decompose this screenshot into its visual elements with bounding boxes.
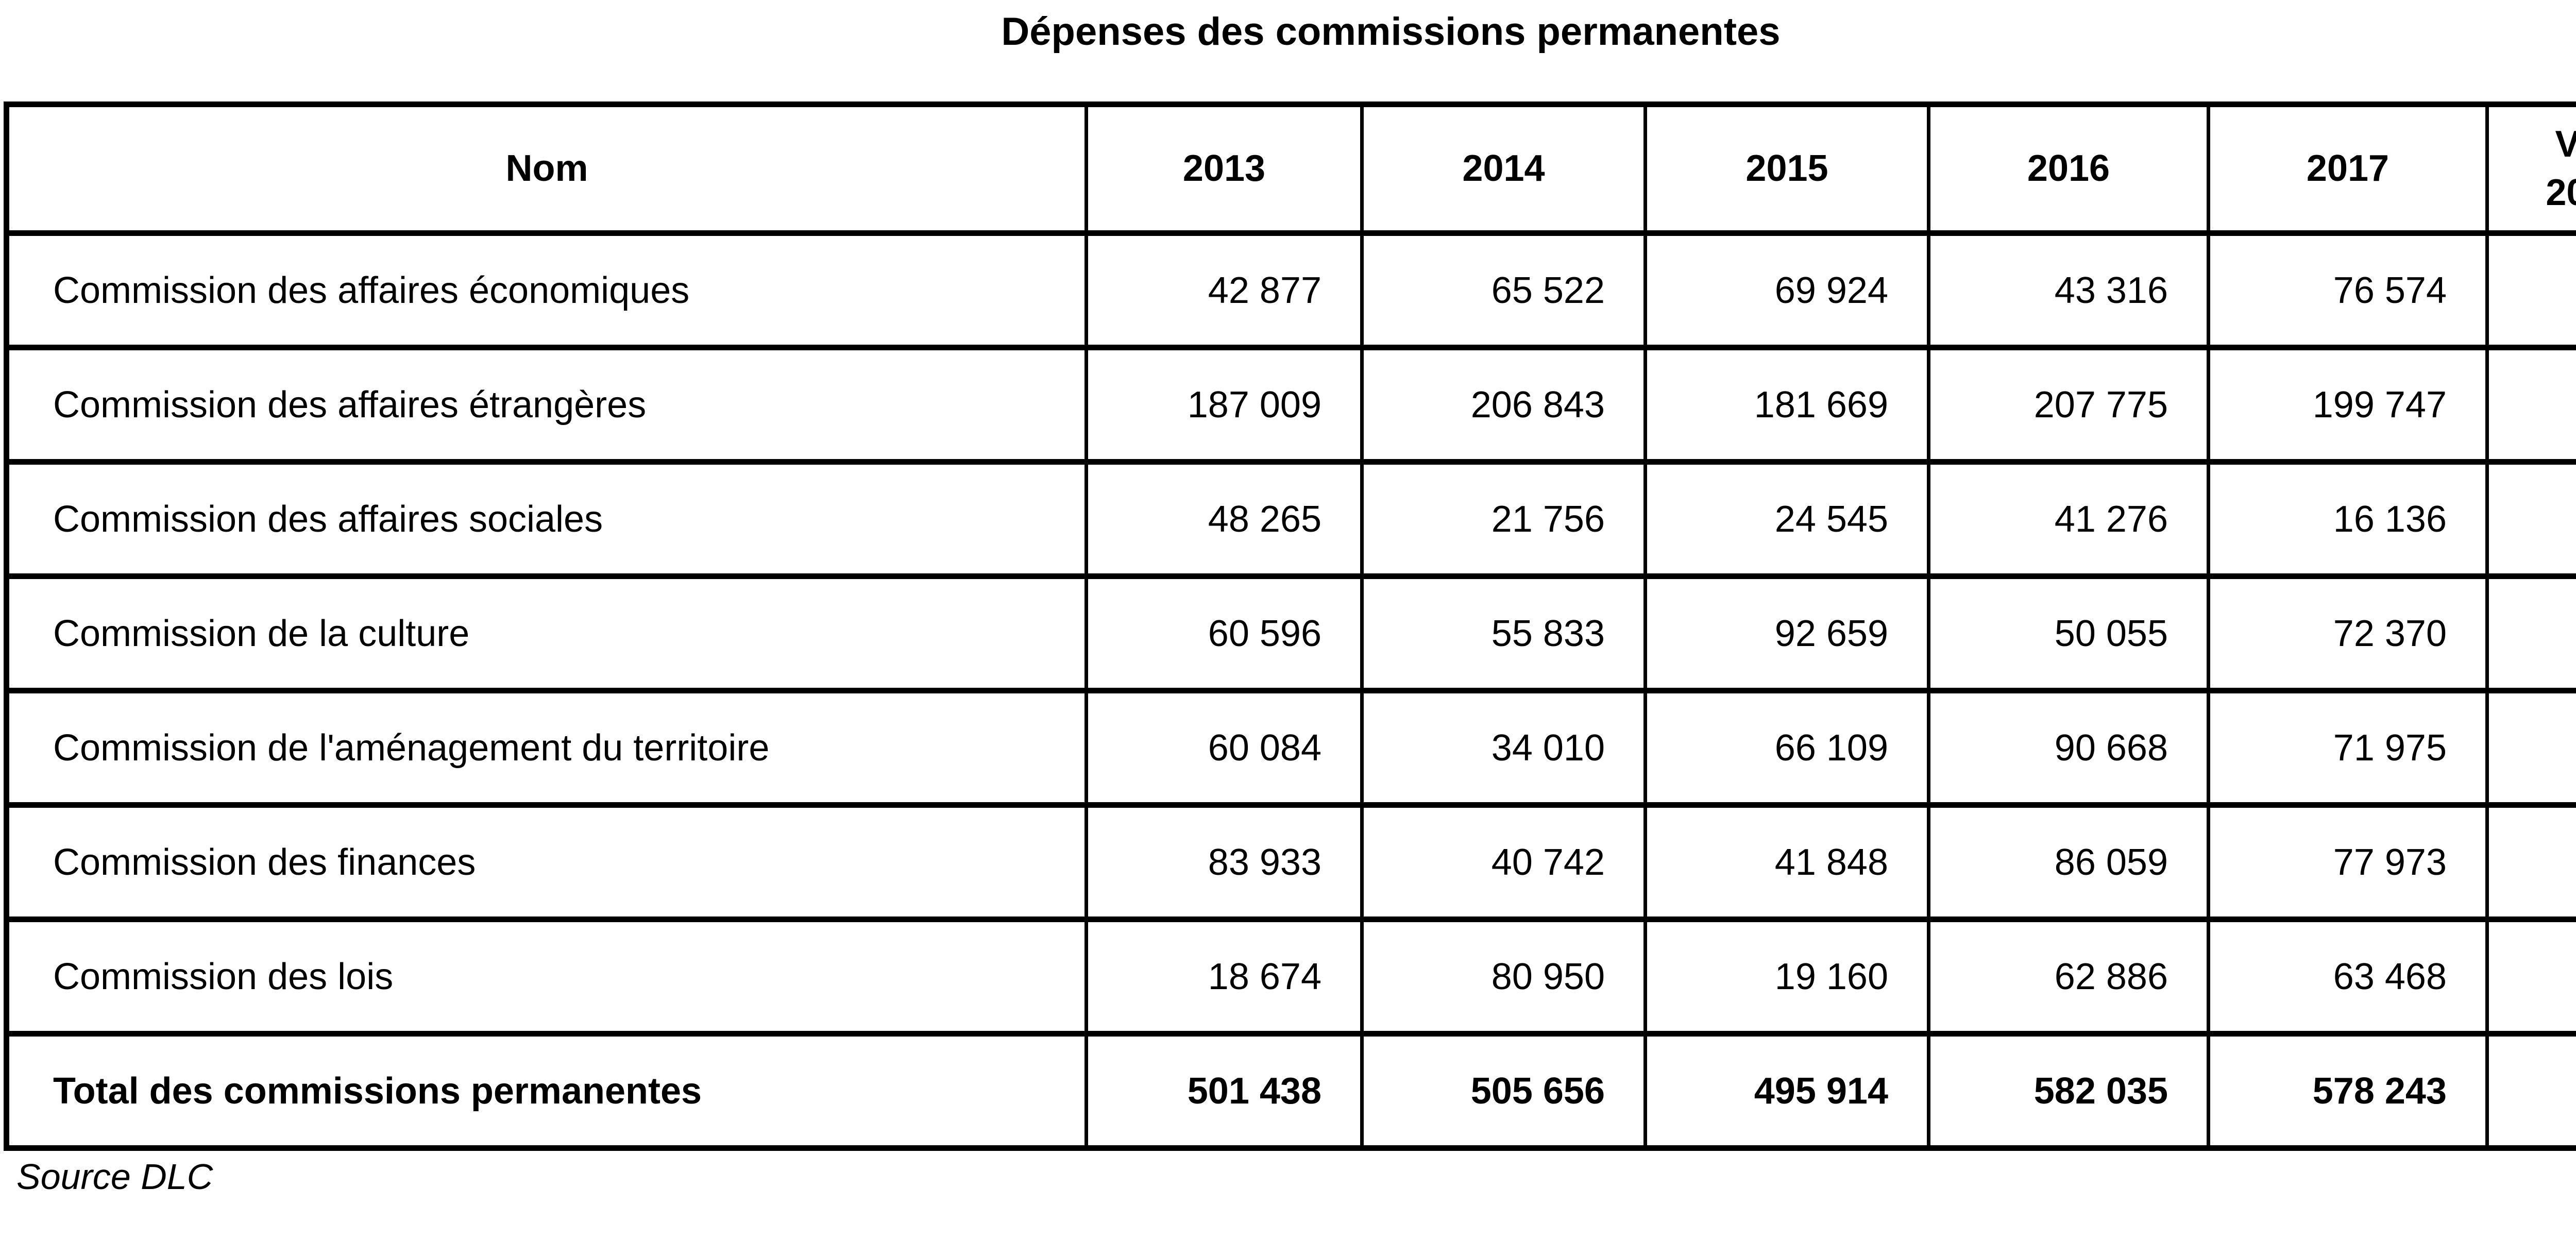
value-variation: 76,78%	[2487, 233, 2576, 348]
value-2015: 92 659	[1646, 576, 1929, 691]
value-2016: 86 059	[1929, 805, 2209, 920]
value-2017: 71 975	[2209, 691, 2487, 805]
total-variation: -0,65%	[2487, 1034, 2576, 1148]
total-2013: 501 438	[1087, 1034, 1362, 1148]
value-2016: 43 316	[1929, 233, 2209, 348]
value-2014: 55 833	[1362, 576, 1646, 691]
value-2015: 66 109	[1646, 691, 1929, 805]
table-row: Commission des affaires étrangères 187 0…	[7, 348, 2576, 462]
total-label: Total des commissions permanentes	[7, 1034, 1087, 1148]
value-2017: 16 136	[2209, 462, 2487, 576]
value-2013: 83 933	[1087, 805, 1362, 920]
value-variation: -20,62%	[2487, 691, 2576, 805]
total-2015: 495 914	[1646, 1034, 1929, 1148]
column-header-2015: 2015	[1646, 105, 1929, 233]
commission-name: Commission des affaires sociales	[7, 462, 1087, 576]
value-variation: 0,93%	[2487, 920, 2576, 1034]
commission-name: Commission des affaires étrangères	[7, 348, 1087, 462]
source-note: Source DLC	[16, 1157, 2576, 1197]
value-2016: 207 775	[1929, 348, 2209, 462]
value-2017: 76 574	[2209, 233, 2487, 348]
value-2013: 18 674	[1087, 920, 1362, 1034]
value-2015: 19 160	[1646, 920, 1929, 1034]
commission-name: Commission de l'aménagement du territoir…	[7, 691, 1087, 805]
table-row: Commission des lois 18 674 80 950 19 160…	[7, 920, 2576, 1034]
commission-name: Commission de la culture	[7, 576, 1087, 691]
total-2014: 505 656	[1362, 1034, 1646, 1148]
table-row: Commission des finances 83 933 40 742 41…	[7, 805, 2576, 920]
expenses-table: Nom 2013 2014 2015 2016 2017 Variation 2…	[4, 101, 2576, 1151]
value-2014: 206 843	[1362, 348, 1646, 462]
table-row: Commission de l'aménagement du territoir…	[7, 691, 2576, 805]
value-2013: 60 596	[1087, 576, 1362, 691]
value-2013: 60 084	[1087, 691, 1362, 805]
value-2013: 187 009	[1087, 348, 1362, 462]
table-row: Commission des affaires économiques 42 8…	[7, 233, 2576, 348]
value-2015: 41 848	[1646, 805, 1929, 920]
value-2017: 77 973	[2209, 805, 2487, 920]
total-2016: 582 035	[1929, 1034, 2209, 1148]
value-variation: -3,86%	[2487, 348, 2576, 462]
total-row: Total des commissions permanentes 501 43…	[7, 1034, 2576, 1148]
table-row: Commission de la culture 60 596 55 833 9…	[7, 576, 2576, 691]
header-row: Nom 2013 2014 2015 2016 2017 Variation 2…	[7, 105, 2576, 233]
commission-name: Commission des finances	[7, 805, 1087, 920]
value-2016: 62 886	[1929, 920, 2209, 1034]
commission-name: Commission des lois	[7, 920, 1087, 1034]
value-variation: -9,40%	[2487, 805, 2576, 920]
value-2016: 41 276	[1929, 462, 2209, 576]
column-header-variation: Variation 2017/2016	[2487, 105, 2576, 233]
column-header-nom: Nom	[7, 105, 1087, 233]
table-row: Commission des affaires sociales 48 265 …	[7, 462, 2576, 576]
value-variation: -60,91%	[2487, 462, 2576, 576]
value-2013: 48 265	[1087, 462, 1362, 576]
value-2017: 199 747	[2209, 348, 2487, 462]
value-2014: 40 742	[1362, 805, 1646, 920]
value-2016: 50 055	[1929, 576, 2209, 691]
value-2014: 65 522	[1362, 233, 1646, 348]
value-2015: 181 669	[1646, 348, 1929, 462]
value-2017: 72 370	[2209, 576, 2487, 691]
value-2017: 63 468	[2209, 920, 2487, 1034]
value-2013: 42 877	[1087, 233, 1362, 348]
column-header-2013: 2013	[1087, 105, 1362, 233]
commission-name: Commission des affaires économiques	[7, 233, 1087, 348]
value-2014: 21 756	[1362, 462, 1646, 576]
value-2015: 69 924	[1646, 233, 1929, 348]
value-variation: 44,58%	[2487, 576, 2576, 691]
value-2014: 80 950	[1362, 920, 1646, 1034]
column-header-2014: 2014	[1362, 105, 1646, 233]
page-title: Dépenses des commissions permanentes	[0, 9, 2576, 54]
value-2015: 24 545	[1646, 462, 1929, 576]
total-2017: 578 243	[2209, 1034, 2487, 1148]
value-2014: 34 010	[1362, 691, 1646, 805]
column-header-2016: 2016	[1929, 105, 2209, 233]
column-header-2017: 2017	[2209, 105, 2487, 233]
value-2016: 90 668	[1929, 691, 2209, 805]
